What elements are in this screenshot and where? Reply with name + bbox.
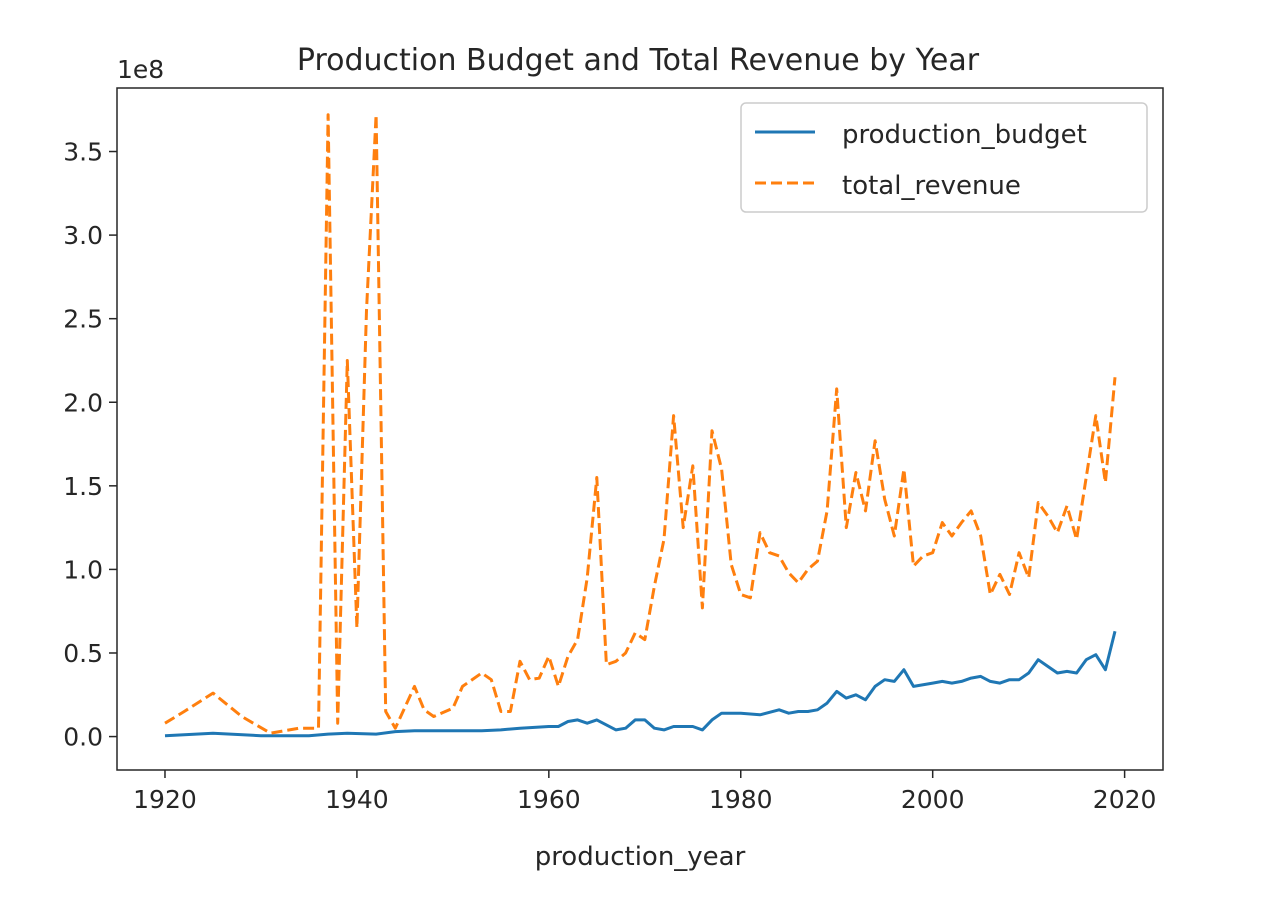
x-tick-label: 1980 — [709, 785, 773, 814]
chart-title: Production Budget and Total Revenue by Y… — [297, 43, 980, 78]
x-tick-label: 2020 — [1093, 785, 1157, 814]
x-axis: 1920 1940 1960 1980 2000 2020 — [133, 770, 1156, 814]
y-tick-label: 3.0 — [63, 221, 103, 250]
legend: production_budget total_revenue — [740, 102, 1148, 213]
y-tick-label: 2.5 — [63, 305, 103, 334]
x-tick-label: 1920 — [133, 785, 197, 814]
x-axis-label: production_year — [535, 842, 746, 872]
y-tick-label: 1.0 — [63, 555, 103, 584]
y-tick-label: 3.5 — [63, 138, 103, 167]
legend-label-production-budget: production_budget — [842, 120, 1087, 150]
series-line-production-budget — [164, 630, 1117, 738]
x-tick-label: 1940 — [325, 785, 389, 814]
x-tick-label: 1960 — [517, 785, 581, 814]
y-tick-label: 1.5 — [63, 472, 103, 501]
series-line-total-revenue — [164, 113, 1117, 735]
series-layer — [164, 113, 1117, 738]
y-tick-label: 0.0 — [63, 723, 103, 752]
y-tick-label: 0.5 — [63, 639, 103, 668]
y-offset-label: 1e8 — [117, 55, 164, 84]
y-tick-label: 2.0 — [63, 388, 103, 417]
legend-label-total-revenue: total_revenue — [842, 171, 1021, 201]
legend-box — [740, 102, 1148, 213]
y-axis: 0.0 0.5 1.0 1.5 2.0 2.5 3.0 3.5 — [63, 138, 117, 752]
x-tick-label: 2000 — [901, 785, 965, 814]
